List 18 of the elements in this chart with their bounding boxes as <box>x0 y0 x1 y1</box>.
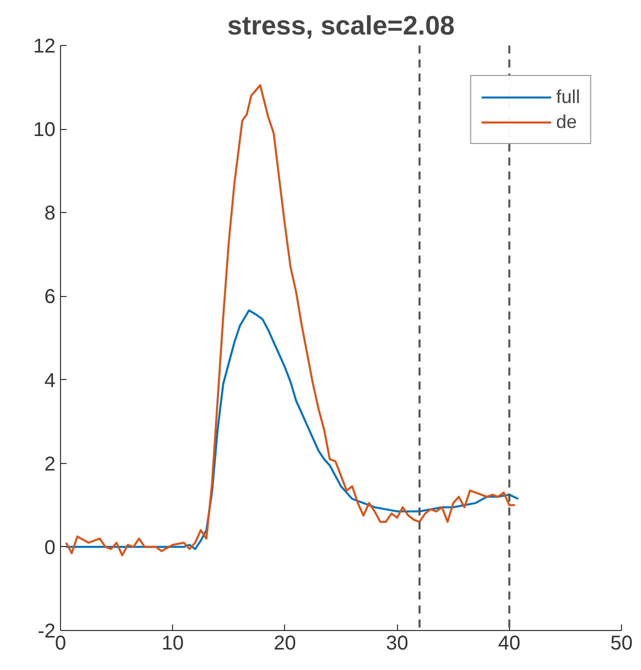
y-tick-label: -2 <box>38 620 56 642</box>
y-tick-label: 0 <box>44 536 56 559</box>
y-tick-label: 10 <box>33 119 56 142</box>
legend-label: full <box>556 86 580 108</box>
x-tick-label: 40 <box>498 632 520 654</box>
y-tick-label: 12 <box>33 36 56 58</box>
y-tick-label: 4 <box>44 370 56 392</box>
chart-title: stress, scale=2.08 <box>227 10 455 40</box>
line-series <box>65 84 516 556</box>
y-tick-label: 2 <box>44 453 56 476</box>
x-tick-label: 50 <box>610 632 633 654</box>
y-tick-label: 8 <box>44 202 56 225</box>
legend-label: de <box>556 111 577 133</box>
x-tick-label: 20 <box>274 632 296 654</box>
y-tick-label: 6 <box>44 286 56 308</box>
line-series <box>65 309 520 550</box>
x-tick-label: 30 <box>386 632 408 654</box>
x-tick-label: 10 <box>162 632 184 654</box>
